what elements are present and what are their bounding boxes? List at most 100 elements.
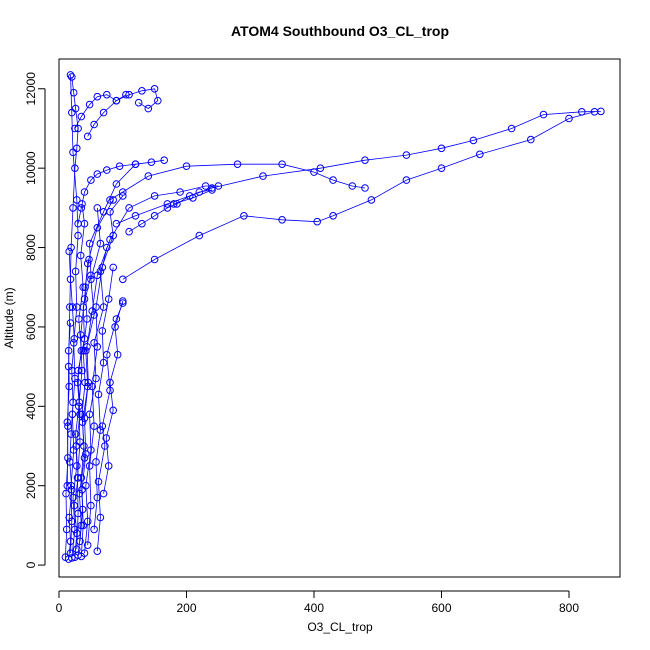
- data-point: [93, 493, 102, 502]
- data-point: [80, 454, 89, 462]
- data-point: [173, 200, 181, 208]
- y-tick-label: 8000: [24, 234, 38, 261]
- series-line: [103, 300, 124, 494]
- data-point: [79, 346, 87, 355]
- series-15: [83, 85, 162, 141]
- data-point: [81, 378, 89, 387]
- data-point: [109, 406, 117, 415]
- series-22: [125, 186, 216, 236]
- data-point: [73, 144, 81, 153]
- data-point: [62, 525, 71, 534]
- data-point: [90, 120, 98, 129]
- series-16: [71, 90, 130, 133]
- data-point: [68, 410, 77, 419]
- x-tick-label: 0: [56, 601, 63, 615]
- data-point: [208, 184, 216, 192]
- data-point: [66, 319, 75, 327]
- data-point: [85, 100, 94, 109]
- data-point: [77, 112, 86, 121]
- series-line: [77, 159, 165, 224]
- data-point: [278, 160, 286, 168]
- data-point: [78, 366, 86, 375]
- data-point: [154, 96, 162, 105]
- series-11: [74, 156, 168, 228]
- series-line: [76, 199, 114, 550]
- data-point: [112, 219, 121, 228]
- data-point: [147, 158, 156, 166]
- data-point: [182, 162, 191, 170]
- y-tick-label: 6000: [24, 313, 38, 340]
- data-point: [98, 422, 107, 431]
- data-point: [101, 442, 109, 450]
- data-point: [109, 263, 117, 272]
- data-point: [75, 402, 83, 411]
- y-axis-label: Altitude (m): [2, 287, 16, 348]
- series-line: [87, 247, 108, 546]
- data-point: [313, 217, 322, 226]
- data-point: [63, 418, 72, 427]
- data-point: [115, 162, 124, 170]
- data-point: [68, 485, 76, 494]
- x-tick-label: 400: [304, 601, 324, 615]
- data-point: [150, 192, 159, 200]
- data-point: [69, 446, 78, 454]
- series-19: [90, 263, 117, 534]
- data-point: [539, 110, 548, 119]
- series-13: [112, 107, 605, 228]
- series-line: [79, 259, 90, 542]
- data-point: [87, 176, 95, 184]
- series-12: [106, 160, 369, 204]
- series-18: [76, 255, 93, 546]
- data-point: [113, 350, 122, 359]
- data-point: [150, 85, 159, 93]
- data-point: [92, 458, 100, 466]
- data-point: [67, 481, 75, 490]
- data-point: [80, 295, 89, 303]
- series-10: [66, 71, 82, 558]
- data-point: [259, 172, 267, 180]
- data-point: [125, 204, 133, 212]
- data-point: [119, 188, 127, 196]
- series-line: [80, 185, 219, 557]
- series-line: [84, 195, 124, 554]
- data-point: [96, 239, 105, 248]
- data-point: [74, 219, 82, 228]
- data-point: [131, 160, 140, 168]
- data-point: [150, 212, 159, 220]
- data-point: [94, 390, 103, 399]
- data-point: [104, 462, 113, 470]
- data-point: [83, 315, 91, 323]
- data-point: [99, 489, 108, 498]
- data-point: [68, 517, 76, 526]
- data-point: [233, 160, 242, 168]
- series-line: [66, 76, 79, 486]
- data-point: [83, 541, 92, 550]
- data-point: [71, 374, 79, 383]
- data-point: [93, 547, 102, 556]
- data-point: [93, 343, 102, 351]
- y-axis: 0 2000 4000 6000 8000 10000 12000: [24, 72, 46, 568]
- data-point: [96, 513, 105, 522]
- data-point: [112, 180, 121, 188]
- data-point: [85, 255, 93, 264]
- data-point: [278, 216, 286, 224]
- y-tick-label: 10000: [24, 151, 38, 185]
- data-point: [103, 90, 111, 99]
- data-point: [240, 212, 248, 220]
- data-point: [73, 462, 81, 470]
- data-point: [119, 297, 127, 305]
- data-point: [76, 331, 85, 339]
- data-point: [96, 426, 105, 434]
- data-point: [402, 151, 411, 159]
- data-point: [93, 204, 102, 212]
- x-axis-label: O3_CL_trop: [307, 620, 373, 634]
- data-point: [66, 549, 75, 558]
- data-point: [119, 192, 127, 200]
- data-point: [67, 243, 75, 252]
- data-point: [77, 204, 86, 212]
- data-point: [79, 521, 87, 530]
- data-point: [163, 204, 172, 212]
- data-point: [88, 307, 96, 315]
- data-point: [65, 382, 73, 391]
